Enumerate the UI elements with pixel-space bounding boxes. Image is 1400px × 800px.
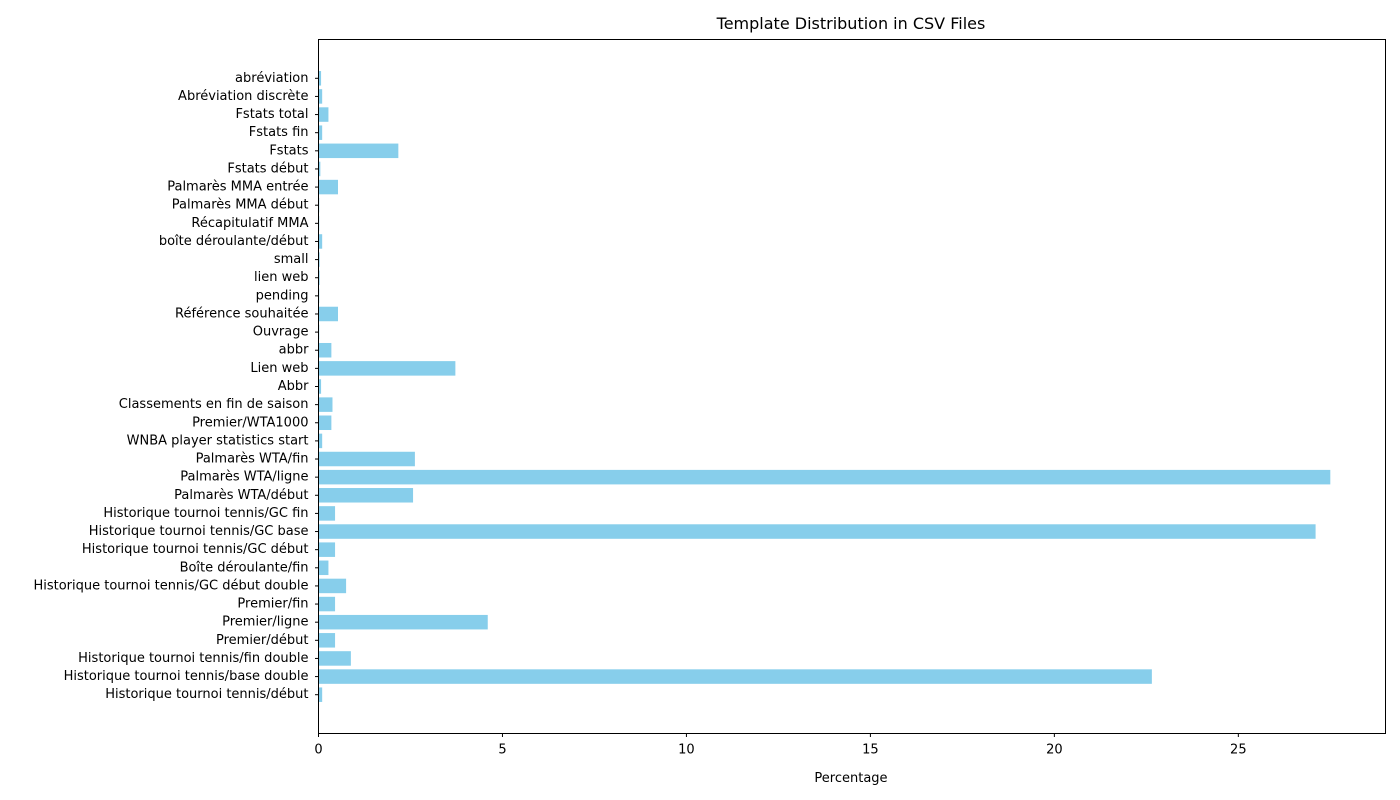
bar bbox=[318, 433, 323, 449]
x-tick-label: 0 bbox=[314, 743, 322, 758]
bar bbox=[318, 179, 339, 195]
y-tick-label: Boîte déroulante/fin bbox=[180, 560, 309, 575]
bar bbox=[318, 524, 1316, 539]
y-tick-label: Fstats début bbox=[227, 161, 308, 176]
bar bbox=[318, 542, 336, 557]
y-tick-label: abbr bbox=[279, 343, 309, 358]
x-ticks-group: 0 5 10 15 20 25 bbox=[314, 733, 1247, 758]
bar bbox=[318, 488, 414, 503]
x-tick-label: 5 bbox=[498, 743, 506, 758]
y-tick-label: Historique tournoi tennis/fin double bbox=[78, 651, 308, 666]
y-tick-label: Premier/début bbox=[216, 633, 309, 648]
y-tick-label: Abréviation discrète bbox=[178, 89, 308, 104]
bar bbox=[318, 306, 339, 322]
bar bbox=[318, 270, 320, 285]
bar bbox=[318, 397, 333, 412]
x-tick-label: 20 bbox=[1046, 743, 1063, 758]
bars-group bbox=[318, 71, 1331, 702]
y-tick-label: Palmarès WTA/ligne bbox=[180, 470, 308, 485]
y-tick-label: Palmarès MMA entrée bbox=[167, 180, 308, 195]
bar bbox=[318, 633, 336, 648]
plot-frame bbox=[318, 39, 1386, 734]
bar bbox=[318, 361, 456, 376]
y-ticks-group: Historique tournoi tennis/début Historiqu… bbox=[33, 71, 319, 702]
chart-title: Template Distribution in CSV Files bbox=[716, 14, 986, 33]
y-tick-label: Premier/ligne bbox=[222, 615, 308, 630]
y-tick-label: Historique tournoi tennis/GC base bbox=[89, 524, 309, 539]
y-tick-label: Fstats total bbox=[235, 107, 308, 122]
y-tick-label: Historique tournoi tennis/base double bbox=[64, 669, 309, 684]
y-tick-label: Fstats fin bbox=[249, 125, 309, 140]
bar bbox=[318, 107, 329, 122]
y-tick-label: Premier/fin bbox=[237, 597, 308, 612]
y-tick-label: Historique tournoi tennis/début bbox=[105, 687, 308, 702]
y-tick-label: Fstats bbox=[269, 143, 308, 158]
y-tick-label: small bbox=[274, 252, 309, 267]
bar bbox=[318, 71, 322, 86]
x-axis-label: Percentage bbox=[814, 771, 887, 786]
bar bbox=[318, 252, 320, 267]
y-tick-label: Premier/WTA1000 bbox=[192, 415, 308, 430]
y-tick-label: Référence souhaitée bbox=[175, 306, 308, 321]
bar bbox=[318, 125, 323, 140]
y-tick-label: boîte déroulante/début bbox=[159, 234, 309, 249]
x-tick-label: 10 bbox=[678, 743, 695, 758]
bar bbox=[318, 379, 322, 394]
y-tick-label: lien web bbox=[254, 270, 308, 285]
y-tick-label: Récapitulatif MMA bbox=[191, 216, 308, 231]
y-tick-label: Palmarès MMA début bbox=[172, 198, 309, 213]
y-tick-label: Historique tournoi tennis/GC fin bbox=[103, 506, 308, 521]
bar bbox=[318, 451, 415, 467]
bar bbox=[318, 469, 1331, 485]
bar bbox=[318, 669, 1152, 684]
bar bbox=[318, 143, 399, 159]
y-tick-label: Ouvrage bbox=[253, 325, 309, 340]
y-tick-label: pending bbox=[256, 288, 309, 303]
bar bbox=[318, 614, 488, 630]
y-tick-label: Abbr bbox=[278, 379, 309, 394]
y-tick-label: Palmarès WTA/début bbox=[174, 488, 308, 503]
y-tick-label: Palmarès WTA/fin bbox=[196, 452, 309, 467]
x-tick-label: 15 bbox=[862, 743, 879, 758]
x-tick-label: 25 bbox=[1230, 743, 1247, 758]
bar bbox=[318, 506, 336, 521]
y-tick-label: Classements en fin de saison bbox=[119, 397, 309, 412]
y-tick-label: Historique tournoi tennis/GC début bbox=[82, 542, 309, 557]
bar bbox=[318, 560, 329, 576]
bar bbox=[318, 342, 332, 358]
y-tick-label: Historique tournoi tennis/GC début doubl… bbox=[33, 578, 308, 593]
bar bbox=[318, 596, 336, 612]
y-tick-label: Lien web bbox=[250, 361, 308, 376]
bar bbox=[318, 89, 323, 104]
bar bbox=[318, 161, 321, 177]
bar bbox=[318, 651, 351, 666]
bar bbox=[318, 415, 332, 431]
bar bbox=[318, 578, 347, 594]
y-tick-label: WNBA player statistics start bbox=[127, 433, 309, 448]
y-tick-label: abréviation bbox=[235, 71, 308, 86]
bar bbox=[318, 687, 323, 702]
bar bbox=[318, 234, 323, 249]
